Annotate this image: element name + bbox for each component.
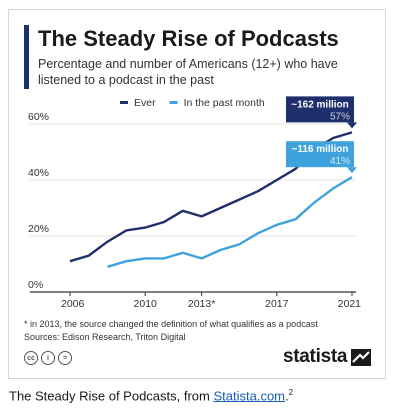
legend-swatch	[120, 101, 128, 104]
caption-period: .	[285, 388, 289, 404]
statista-link[interactable]: Statista.com	[213, 388, 286, 404]
title-accent-bar	[24, 25, 29, 89]
statista-logo-icon	[351, 349, 371, 366]
caption-text: The Steady Rise of Podcasts, from	[9, 388, 214, 404]
license-icons: cc i =	[24, 351, 72, 365]
y-tick-label: 60%	[28, 111, 49, 123]
x-tick-label: 2021	[338, 298, 362, 310]
attribution-icon: i	[41, 351, 55, 365]
figure-caption: The Steady Rise of Podcasts, from Statis…	[9, 388, 293, 403]
annotation-pointer	[347, 122, 357, 129]
x-tick-label: 2006	[61, 298, 85, 310]
annotation-count-label: ~162 million	[291, 99, 349, 110]
annotation-box	[286, 141, 354, 168]
definition-note: * in 2013, the source changed the defini…	[24, 319, 318, 329]
caption-footnote-ref: 2	[288, 388, 294, 397]
infographic-card	[8, 9, 386, 379]
chart-subtitle: Percentage and number of Americans (12+)…	[38, 57, 338, 87]
series-line	[107, 176, 353, 268]
annotation-box	[286, 96, 354, 123]
annotation-count-label: ~116 million	[292, 144, 349, 155]
chart-title: The Steady Rise of Podcasts	[38, 26, 339, 51]
annotation-percent-label: 41%	[330, 156, 350, 167]
chart-footnote: * in 2013, the source changed the defini…	[24, 318, 318, 344]
equal-icon: =	[58, 351, 72, 365]
statista-logo-text: statista	[283, 346, 348, 367]
annotation-percent-label: 57%	[330, 111, 350, 122]
x-tick-label: 2013*	[188, 298, 215, 310]
x-tick-label: 2010	[134, 298, 158, 310]
annotation-pointer	[347, 167, 357, 174]
creative-commons-icon: cc	[24, 351, 38, 365]
legend-label: In the past month	[184, 97, 265, 109]
y-tick-label: 0%	[28, 279, 43, 291]
legend-swatch	[169, 101, 178, 104]
line-chart: 0% 20% 40% 60% 2006 2010 2013* 2017 2021 Ever In t…	[28, 96, 362, 310]
legend-label: Ever	[134, 97, 156, 109]
y-tick-label: 40%	[28, 167, 49, 179]
sources-line: Sources: Edison Research, Triton Digital	[24, 332, 186, 342]
x-tick-label: 2017	[265, 298, 289, 310]
y-tick-label: 20%	[28, 223, 49, 235]
